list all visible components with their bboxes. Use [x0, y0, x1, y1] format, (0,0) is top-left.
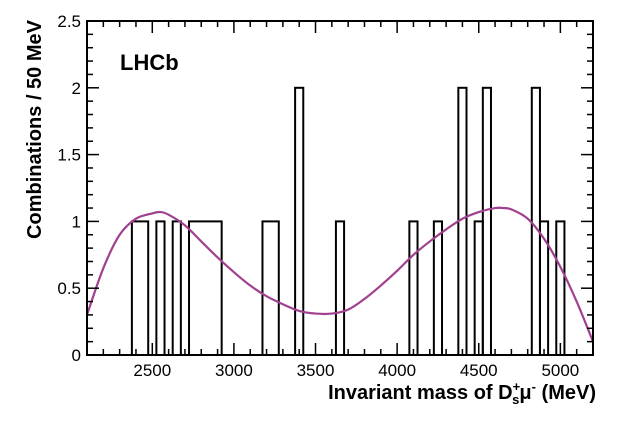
x-axis-title-prefix: Invariant mass of D [328, 382, 513, 404]
histogram-bin [334, 220, 346, 356]
x-axis-title: Invariant mass of D+ sμ- (MeV) [328, 379, 596, 407]
histogram-bars [130, 86, 566, 357]
x-tick-label: 4000 [378, 361, 416, 380]
x-tick-label: 3000 [215, 361, 253, 380]
plot-frame [86, 20, 594, 356]
x-axis-title-mu-sup: - [532, 379, 536, 394]
histogram-bin [432, 220, 444, 356]
histogram-bin [261, 220, 280, 356]
x-tick-label: 3500 [297, 361, 335, 380]
histogram-bin [555, 220, 566, 356]
histogram-bin [188, 220, 223, 356]
y-axis-ticks [87, 20, 593, 356]
histogram-bin [408, 220, 419, 356]
y-tick-label: 0.5 [57, 279, 81, 298]
y-tick-label: 2.5 [57, 12, 81, 31]
x-axis-tick-labels: 2500 3000 3500 4000 4500 5000 [133, 361, 579, 380]
histogram-bin [130, 220, 150, 356]
fit-curve [85, 206, 595, 343]
x-tick-label: 4500 [460, 361, 498, 380]
histogram-bin [171, 220, 182, 356]
x-axis-title-sub: s [512, 392, 519, 407]
histogram-bin [530, 86, 541, 357]
experiment-label: LHCb [120, 50, 179, 75]
histogram-bin [481, 86, 492, 357]
y-tick-label: 1.5 [57, 146, 81, 165]
x-tick-label: 5000 [541, 361, 579, 380]
x-tick-label: 2500 [133, 361, 171, 380]
y-axis-tick-labels: 0 0.5 1 1.5 2 2.5 [57, 12, 81, 365]
x-axis-title-sup: + [513, 379, 521, 394]
histogram-bin [473, 220, 484, 356]
y-tick-label: 1 [72, 212, 81, 231]
histogram-bin [294, 86, 305, 357]
x-axis-title-suffix: (MeV) [536, 382, 596, 404]
x-axis-title-mu: μ [519, 382, 531, 404]
histogram-bin [155, 220, 166, 356]
y-axis-title: Combinations / 50 MeV [24, 19, 46, 239]
x-axis-ticks [86, 21, 594, 355]
y-tick-label: 2 [72, 79, 81, 98]
y-tick-label: 0 [72, 346, 81, 365]
